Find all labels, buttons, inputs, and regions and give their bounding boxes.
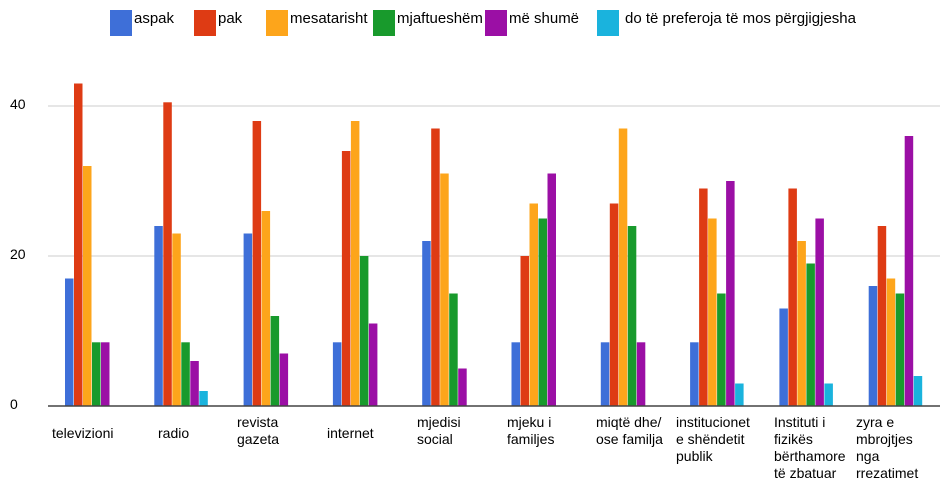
bars (65, 83, 923, 407)
category-label: mjedisi social (417, 414, 461, 447)
bar-4-series-3 (350, 121, 360, 406)
bar-6-series-5 (547, 173, 556, 406)
bar-1-series-1 (65, 278, 74, 406)
y-tick-label: 0 (10, 396, 18, 412)
category-label: radio (158, 425, 190, 441)
bar-6-series-3 (529, 203, 538, 406)
category-label: miqtë dhe/ ose familja (596, 414, 663, 447)
bar-3-series-1 (243, 233, 253, 406)
bar-5-series-1 (422, 241, 431, 406)
bar-9-series-4 (806, 263, 815, 406)
legend: aspak pak mesatarisht mjaftueshëm më shumë do… (110, 8, 910, 38)
category-label: institucionet e shëndetit publik (676, 414, 750, 464)
bar-2-series-5 (190, 361, 199, 406)
legend-swatch (485, 10, 507, 36)
bar-8-series-4 (717, 293, 726, 406)
bar-6-series-1 (511, 342, 520, 407)
legend-swatch (597, 10, 619, 36)
category-label: revista gazeta (237, 414, 280, 447)
bar-3-series-3 (261, 211, 271, 406)
bar-8-series-1 (690, 342, 699, 407)
bar-9-series-2 (788, 188, 797, 406)
bar-10-series-5 (904, 136, 914, 406)
category-label: mjeku i familjes (507, 414, 555, 447)
bar-3-series-4 (270, 316, 280, 406)
bar-4-series-5 (368, 323, 378, 406)
bar-4-series-2 (341, 151, 351, 406)
bar-9-series-1 (779, 308, 788, 406)
bar-10-series-3 (886, 278, 896, 406)
category-label: zyra e mbrojtjes nga rrezatimet (856, 414, 919, 481)
bar-8-series-6 (735, 383, 744, 406)
bar-7-series-3 (618, 128, 628, 406)
bar-2-series-1 (154, 226, 163, 406)
bar-1-series-4 (92, 342, 101, 407)
bar-10-series-1 (868, 286, 878, 406)
legend-label: mesatarisht (290, 10, 368, 27)
bar-4-series-1 (332, 342, 342, 407)
y-tick-label: 40 (10, 96, 26, 112)
legend-swatch (266, 10, 288, 36)
legend-label: pak (218, 10, 243, 27)
bar-10-series-4 (895, 293, 905, 406)
bar-1-series-5 (101, 342, 110, 407)
bar-8-series-2 (699, 188, 708, 406)
bar-3-series-2 (252, 121, 262, 406)
bar-7-series-2 (609, 203, 619, 406)
bar-8-series-3 (708, 218, 717, 406)
bar-9-series-6 (824, 383, 833, 406)
legend-label: aspak (134, 10, 175, 27)
bar-9-series-5 (815, 218, 824, 406)
bar-4-series-4 (359, 256, 369, 406)
bar-10-series-6 (913, 376, 923, 406)
y-tick-label: 20 (10, 246, 26, 262)
bar-2-series-3 (172, 233, 181, 406)
legend-swatch (373, 10, 395, 36)
bar-3-series-5 (279, 353, 289, 406)
bar-6-series-4 (538, 218, 547, 406)
bar-5-series-3 (440, 173, 449, 406)
bar-7-series-4 (627, 226, 637, 406)
bar-10-series-2 (877, 226, 887, 406)
legend-label: mjaftueshëm (397, 10, 483, 27)
category-label: televizioni (52, 425, 114, 441)
bar-2-series-6 (199, 391, 208, 406)
bar-5-series-2 (431, 128, 440, 406)
bar-1-series-3 (83, 166, 92, 406)
bar-1-series-2 (74, 83, 83, 406)
legend-label: do të preferoja të mos përgjigjesha (625, 10, 856, 27)
category-label: internet (327, 425, 374, 441)
legend-swatch (194, 10, 216, 36)
bar-2-series-2 (163, 102, 172, 407)
gridlines (48, 105, 940, 257)
bar-9-series-3 (797, 241, 806, 406)
bar-6-series-2 (520, 256, 529, 406)
legend-label: më shumë (509, 10, 580, 27)
bar-8-series-5 (726, 181, 735, 406)
legend-swatch (110, 10, 132, 36)
bar-7-series-5 (636, 342, 646, 407)
bar-2-series-4 (181, 342, 190, 407)
bar-5-series-5 (458, 368, 467, 406)
category-label: Instituti i fizikës bërthamore të zbatua… (774, 414, 846, 481)
bar-7-series-1 (600, 342, 610, 407)
bar-5-series-4 (449, 293, 458, 406)
